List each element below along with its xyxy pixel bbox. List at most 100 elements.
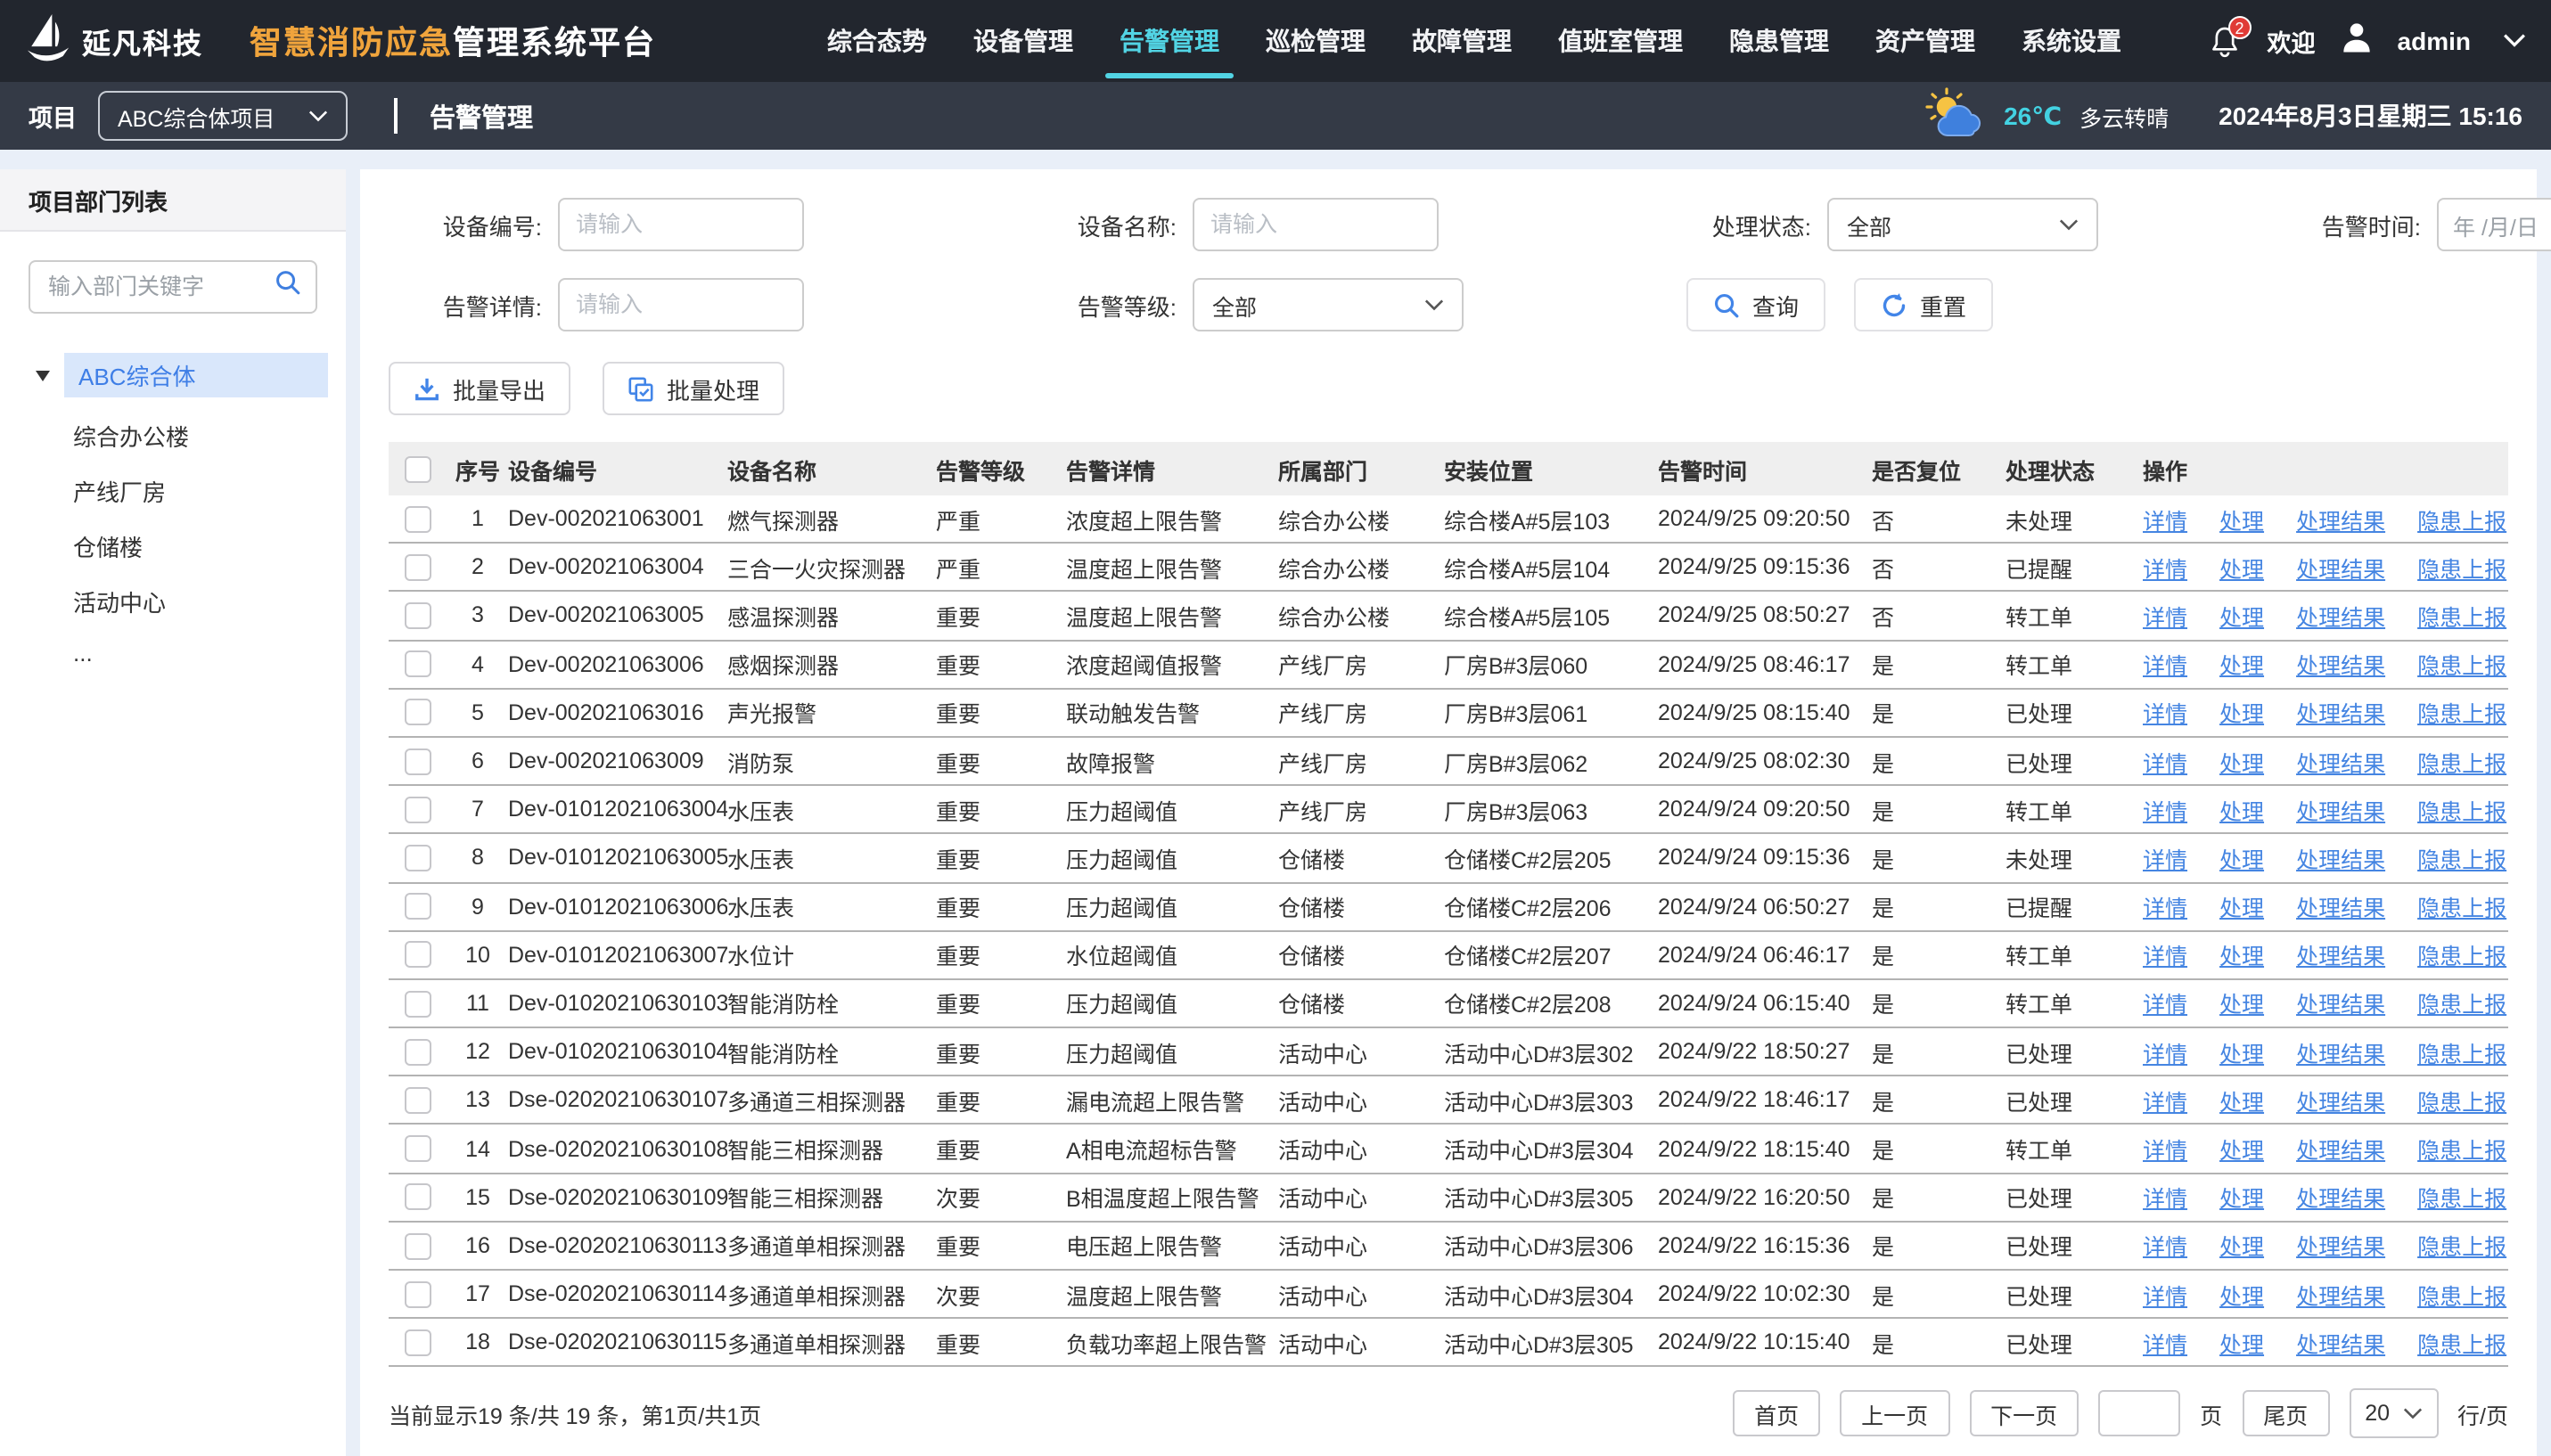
row-checkbox[interactable] — [405, 796, 431, 823]
last-page-button[interactable]: 尾页 — [2242, 1390, 2330, 1437]
row-checkbox[interactable] — [405, 1038, 431, 1066]
batch-export-button[interactable]: 批量导出 — [389, 362, 571, 415]
action-hazard-report[interactable]: 隐患上报 — [2417, 1139, 2507, 1165]
row-checkbox[interactable] — [405, 1183, 431, 1211]
action-hazard-report[interactable]: 隐患上报 — [2417, 509, 2507, 535]
action-detail[interactable]: 详情 — [2143, 654, 2188, 680]
action-process-result[interactable]: 处理结果 — [2296, 1235, 2386, 1261]
action-process-result[interactable]: 处理结果 — [2296, 993, 2386, 1018]
action-hazard-report[interactable]: 隐患上报 — [2417, 945, 2507, 970]
action-hazard-report[interactable]: 隐患上报 — [2417, 605, 2507, 631]
next-page-button[interactable]: 下一页 — [1969, 1390, 2079, 1437]
action-hazard-report[interactable]: 隐患上报 — [2417, 1042, 2507, 1067]
action-detail[interactable]: 详情 — [2143, 1090, 2188, 1116]
action-process[interactable]: 处理 — [2219, 847, 2265, 873]
search-button[interactable]: 查询 — [1686, 278, 1826, 331]
nav-item-0[interactable]: 综合态势 — [827, 27, 928, 55]
page-size-select[interactable]: 20 — [2349, 1388, 2439, 1439]
action-process[interactable]: 处理 — [2219, 509, 2265, 535]
action-process[interactable]: 处理 — [2219, 1235, 2265, 1261]
row-checkbox[interactable] — [405, 1135, 431, 1163]
action-detail[interactable]: 详情 — [2143, 702, 2188, 728]
action-detail[interactable]: 详情 — [2143, 1332, 2188, 1358]
action-process[interactable]: 处理 — [2219, 1090, 2265, 1116]
action-process[interactable]: 处理 — [2219, 1187, 2265, 1213]
tree-root-node[interactable]: ABC综合体 — [64, 353, 328, 397]
action-hazard-report[interactable]: 隐患上报 — [2417, 751, 2507, 777]
nav-item-5[interactable]: 值班室管理 — [1558, 27, 1684, 55]
action-process[interactable]: 处理 — [2219, 702, 2265, 728]
action-detail[interactable]: 详情 — [2143, 605, 2188, 631]
action-process-result[interactable]: 处理结果 — [2296, 1332, 2386, 1358]
project-select[interactable]: ABC综合体项目 — [98, 91, 348, 141]
action-process[interactable]: 处理 — [2219, 1332, 2265, 1358]
action-process-result[interactable]: 处理结果 — [2296, 557, 2386, 583]
row-checkbox[interactable] — [405, 650, 431, 678]
tree-child-0[interactable]: 综合办公楼 — [73, 424, 190, 451]
nav-item-1[interactable]: 设备管理 — [973, 27, 1074, 55]
row-checkbox[interactable] — [405, 1086, 431, 1114]
action-process-result[interactable]: 处理结果 — [2296, 1187, 2386, 1213]
action-process-result[interactable]: 处理结果 — [2296, 945, 2386, 970]
nav-item-2[interactable]: 告警管理 — [1105, 0, 1234, 82]
search-icon[interactable] — [275, 269, 301, 305]
action-process-result[interactable]: 处理结果 — [2296, 605, 2386, 631]
action-detail[interactable]: 详情 — [2143, 1284, 2188, 1310]
row-checkbox[interactable] — [405, 845, 431, 871]
alarm-detail-input[interactable] — [558, 278, 804, 331]
alarm-level-select[interactable]: 全部 — [1193, 278, 1464, 331]
action-detail[interactable]: 详情 — [2143, 847, 2188, 873]
start-date-input[interactable]: 年 /月/日 — [2437, 198, 2551, 251]
row-checkbox[interactable] — [405, 1280, 431, 1308]
row-checkbox[interactable] — [405, 602, 431, 630]
action-detail[interactable]: 详情 — [2143, 557, 2188, 583]
action-hazard-report[interactable]: 隐患上报 — [2417, 557, 2507, 583]
department-search-input[interactable] — [45, 273, 275, 301]
action-process-result[interactable]: 处理结果 — [2296, 702, 2386, 728]
tree-expand-caret-icon[interactable] — [36, 370, 50, 380]
batch-process-button[interactable]: 批量处理 — [603, 362, 785, 415]
action-process-result[interactable]: 处理结果 — [2296, 799, 2386, 825]
tree-child-1[interactable]: 产线厂房 — [73, 479, 167, 506]
action-detail[interactable]: 详情 — [2143, 1042, 2188, 1067]
device-no-input[interactable] — [558, 198, 804, 251]
action-detail[interactable]: 详情 — [2143, 799, 2188, 825]
tree-child-2[interactable]: 仓储楼 — [73, 535, 144, 561]
action-detail[interactable]: 详情 — [2143, 509, 2188, 535]
action-process[interactable]: 处理 — [2219, 1139, 2265, 1165]
action-process-result[interactable]: 处理结果 — [2296, 1139, 2386, 1165]
tree-child-3[interactable]: 活动中心 — [73, 590, 167, 617]
status-select[interactable]: 全部 — [1827, 198, 2098, 251]
action-hazard-report[interactable]: 隐患上报 — [2417, 1090, 2507, 1116]
action-process[interactable]: 处理 — [2219, 799, 2265, 825]
action-process[interactable]: 处理 — [2219, 751, 2265, 777]
action-process-result[interactable]: 处理结果 — [2296, 509, 2386, 535]
nav-item-4[interactable]: 故障管理 — [1412, 27, 1513, 55]
row-checkbox[interactable] — [405, 1329, 431, 1356]
action-hazard-report[interactable]: 隐患上报 — [2417, 993, 2507, 1018]
action-process[interactable]: 处理 — [2219, 945, 2265, 970]
action-detail[interactable]: 详情 — [2143, 945, 2188, 970]
row-checkbox[interactable] — [405, 990, 431, 1018]
action-hazard-report[interactable]: 隐患上报 — [2417, 702, 2507, 728]
action-hazard-report[interactable]: 隐患上报 — [2417, 896, 2507, 922]
action-process[interactable]: 处理 — [2219, 1284, 2265, 1310]
header-checkbox[interactable] — [405, 455, 431, 483]
device-name-input[interactable] — [1193, 198, 1439, 251]
action-process-result[interactable]: 处理结果 — [2296, 654, 2386, 680]
action-hazard-report[interactable]: 隐患上报 — [2417, 654, 2507, 680]
action-process[interactable]: 处理 — [2219, 896, 2265, 922]
row-checkbox[interactable] — [405, 748, 431, 775]
row-checkbox[interactable] — [405, 893, 431, 920]
row-checkbox[interactable] — [405, 553, 431, 581]
action-process-result[interactable]: 处理结果 — [2296, 1284, 2386, 1310]
action-detail[interactable]: 详情 — [2143, 896, 2188, 922]
row-checkbox[interactable] — [405, 941, 431, 969]
action-process[interactable]: 处理 — [2219, 605, 2265, 631]
action-detail[interactable]: 详情 — [2143, 1139, 2188, 1165]
action-process[interactable]: 处理 — [2219, 557, 2265, 583]
nav-item-3[interactable]: 巡检管理 — [1266, 27, 1366, 55]
action-process-result[interactable]: 处理结果 — [2296, 751, 2386, 777]
nav-item-6[interactable]: 隐患管理 — [1729, 27, 1830, 55]
prev-page-button[interactable]: 上一页 — [1840, 1390, 1950, 1437]
